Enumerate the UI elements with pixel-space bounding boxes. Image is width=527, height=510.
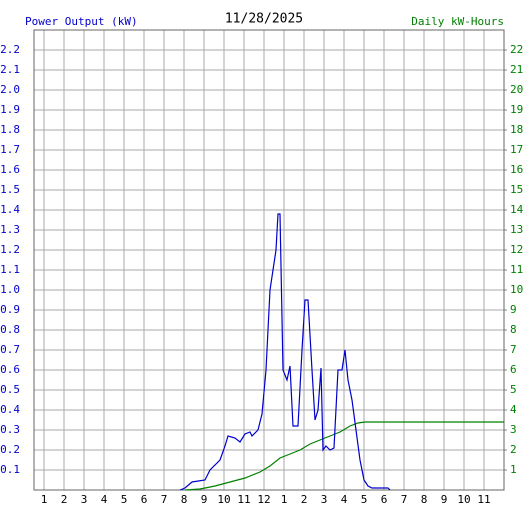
chart-title: 11/28/2025 [225,12,303,27]
y-tick-label: 0.9 [0,303,20,316]
y2-tick-label: 20 [510,83,523,96]
y-tick-label: 0.7 [0,343,20,356]
y2-tick-label: 13 [510,223,523,236]
y-tick-label: 0.4 [0,403,20,416]
y-tick-label: 1.8 [0,123,20,136]
y2-tick-label: 6 [510,363,517,376]
y-tick-label: 0.8 [0,323,20,336]
y2-tick-label: 9 [510,303,517,316]
x-tick-label: 1 [41,493,48,506]
x-tick-label: 7 [401,493,408,506]
y2-tick-label: 21 [510,63,523,76]
y2-tick-label: 8 [510,323,517,336]
y2-axis-title: Daily kW-Hours [411,15,504,28]
x-tick-label: 4 [101,493,108,506]
x-tick-label: 3 [321,493,328,506]
x-tick-label: 6 [381,493,388,506]
x-tick-label: 8 [181,493,188,506]
y2-tick-label: 22 [510,43,523,56]
x-tick-label: 12 [257,493,270,506]
y2-tick-label: 15 [510,183,523,196]
x-tick-label: 9 [201,493,208,506]
y2-tick-label: 12 [510,243,523,256]
y-tick-label: 0.3 [0,423,20,436]
y-tick-label: 1.1 [0,263,20,276]
x-tick-label: 2 [301,493,308,506]
y2-tick-label: 16 [510,163,523,176]
y2-tick-label: 1 [510,463,517,476]
y2-tick-label: 2 [510,443,517,456]
x-tick-label: 11 [477,493,490,506]
y-tick-label: 0.2 [0,443,20,456]
y-axis-title: Power Output (kW) [25,15,138,28]
x-tick-label: 7 [161,493,168,506]
y2-tick-label: 17 [510,143,523,156]
x-tick-label: 5 [361,493,368,506]
x-tick-label: 6 [141,493,148,506]
series-line [179,213,391,491]
y-tick-label: 1.7 [0,143,20,156]
x-tick-label: 9 [441,493,448,506]
y-tick-label: 1.2 [0,243,20,256]
x-tick-label: 4 [341,493,348,506]
y2-tick-label: 7 [510,343,517,356]
x-tick-label: 10 [217,493,230,506]
y2-tick-label: 4 [510,403,517,416]
y-tick-label: 1.0 [0,283,20,296]
x-tick-label: 1 [281,493,288,506]
plot-border [33,29,505,491]
y2-tick-label: 5 [510,383,517,396]
y-tick-label: 1.4 [0,203,20,216]
y-tick-label: 0.6 [0,363,20,376]
y2-tick-label: 19 [510,103,523,116]
y2-tick-label: 3 [510,423,517,436]
y-tick-label: 2.2 [0,43,20,56]
y2-tick-label: 18 [510,123,523,136]
y-tick-label: 1.6 [0,163,20,176]
y-tick-label: 0.1 [0,463,20,476]
y-tick-label: 1.3 [0,223,20,236]
x-tick-label: 8 [421,493,428,506]
x-tick-label: 11 [237,493,250,506]
plot-area [34,30,504,490]
y-tick-label: 1.5 [0,183,20,196]
y2-tick-label: 10 [510,283,523,296]
x-tick-label: 5 [121,493,128,506]
y-tick-label: 2.0 [0,83,20,96]
x-tick-label: 10 [457,493,470,506]
series-line [184,421,504,491]
y2-tick-label: 14 [510,203,524,216]
x-tick-label: 2 [61,493,68,506]
y-tick-label: 0.5 [0,383,20,396]
x-tick-label: 3 [81,493,88,506]
y-tick-label: 1.9 [0,103,20,116]
y-tick-label: 2.1 [0,63,20,76]
y2-tick-label: 11 [510,263,523,276]
